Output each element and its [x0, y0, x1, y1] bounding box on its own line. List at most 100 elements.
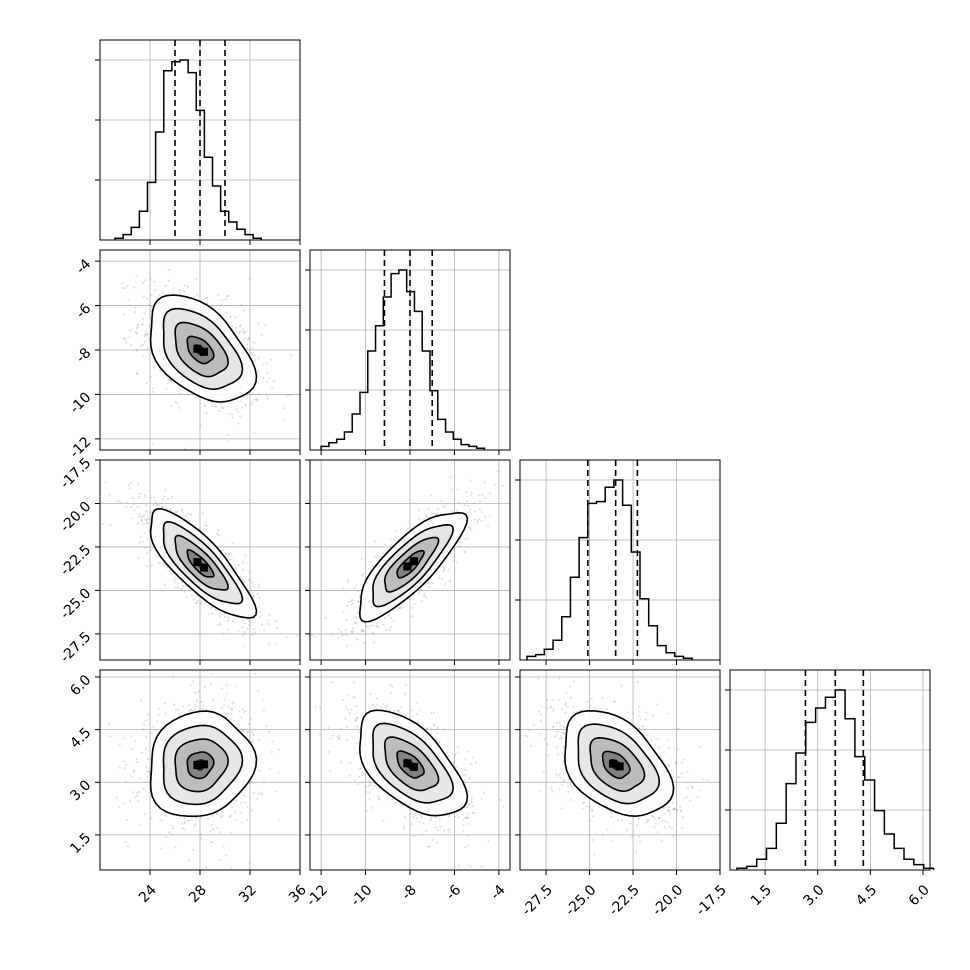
sample-point — [184, 514, 187, 517]
sample-point — [289, 353, 292, 356]
sample-point — [133, 286, 136, 289]
sample-point — [136, 791, 139, 794]
sample-point — [653, 743, 656, 746]
y-tick-label: -25.0 — [57, 585, 94, 622]
sample-point — [206, 297, 209, 300]
sample-point — [222, 845, 225, 848]
sample-point — [202, 704, 205, 707]
sample-point — [170, 507, 173, 510]
sample-point — [247, 730, 250, 733]
sample-point — [127, 299, 130, 302]
sample-point — [613, 700, 616, 703]
sample-point — [185, 596, 188, 599]
sample-point — [654, 822, 657, 825]
sample-point — [140, 699, 142, 702]
sample-point — [567, 790, 570, 793]
x-tick-label: 24 — [136, 882, 160, 906]
sample-point — [565, 691, 568, 694]
sample-point — [210, 682, 213, 685]
sample-point — [221, 299, 224, 302]
sample-point — [145, 510, 148, 513]
sample-point — [138, 513, 141, 516]
sample-point — [215, 813, 218, 816]
sample-point — [568, 783, 571, 786]
sample-point — [350, 630, 353, 633]
sample-point — [591, 809, 594, 812]
sample-point — [268, 614, 271, 616]
sample-point — [436, 841, 439, 844]
x-tick-label: -6 — [443, 882, 464, 903]
sample-point — [119, 502, 122, 505]
sample-point — [240, 821, 243, 824]
sample-point — [433, 723, 436, 726]
sample-point — [192, 848, 194, 851]
y-tick-label: 1.5 — [67, 830, 94, 857]
sample-point — [617, 819, 620, 822]
sample-point — [635, 851, 638, 854]
sample-point — [660, 840, 663, 843]
sample-point — [239, 325, 241, 328]
sample-point — [530, 745, 532, 748]
sample-point — [179, 292, 182, 295]
sample-point — [372, 564, 374, 567]
contour-line — [186, 548, 215, 578]
sample-point — [467, 864, 470, 867]
sample-point — [128, 336, 131, 339]
sample-point — [673, 747, 676, 750]
sample-point — [226, 440, 229, 443]
sample-point — [201, 512, 204, 515]
sample-point — [118, 499, 121, 502]
sample-point — [354, 719, 357, 722]
sample-point — [361, 628, 363, 631]
sample-point — [263, 629, 266, 632]
panel-content — [100, 250, 300, 450]
sample-point — [256, 690, 259, 693]
sample-point — [251, 401, 254, 404]
sample-point — [133, 740, 136, 743]
sample-point — [516, 716, 518, 718]
contour-line — [174, 738, 229, 793]
sample-point — [440, 499, 443, 502]
sample-point — [450, 488, 453, 491]
sample-point — [351, 631, 354, 634]
sample-point — [689, 799, 692, 802]
sample-point — [434, 512, 437, 515]
sample-point — [436, 508, 439, 511]
sample-point — [271, 387, 274, 390]
x-tick-label: -17.5 — [693, 882, 730, 919]
sample-point — [394, 801, 397, 804]
sample-point — [637, 816, 640, 819]
sample-point — [229, 815, 231, 818]
sample-point — [205, 296, 207, 299]
sample-point — [146, 770, 149, 773]
sample-point — [136, 372, 139, 374]
sample-point — [661, 820, 664, 822]
scatter-panel-2-3 — [309, 459, 511, 664]
sample-point — [163, 495, 166, 498]
sample-point — [258, 769, 261, 772]
sample-point — [368, 791, 371, 794]
sample-point — [251, 809, 254, 812]
sample-point — [377, 798, 380, 801]
sample-point — [183, 822, 186, 825]
sample-point — [327, 662, 329, 664]
sample-point — [128, 487, 131, 490]
sample-point — [539, 719, 542, 722]
sample-point — [346, 694, 349, 697]
sample-point — [258, 596, 261, 599]
sample-point — [420, 816, 423, 819]
sample-point — [174, 586, 177, 589]
sample-point — [391, 685, 394, 688]
sample-point — [357, 731, 360, 734]
sample-point — [432, 582, 434, 584]
sample-point — [154, 728, 157, 731]
sample-point — [205, 866, 208, 869]
x-tick-label: 3.0 — [801, 882, 828, 909]
sample-point — [190, 684, 192, 687]
sample-point — [363, 642, 366, 645]
sample-point — [214, 608, 217, 611]
sample-point — [652, 815, 655, 818]
sample-point — [552, 725, 554, 728]
contour-line — [358, 709, 469, 817]
sample-point — [387, 614, 390, 617]
